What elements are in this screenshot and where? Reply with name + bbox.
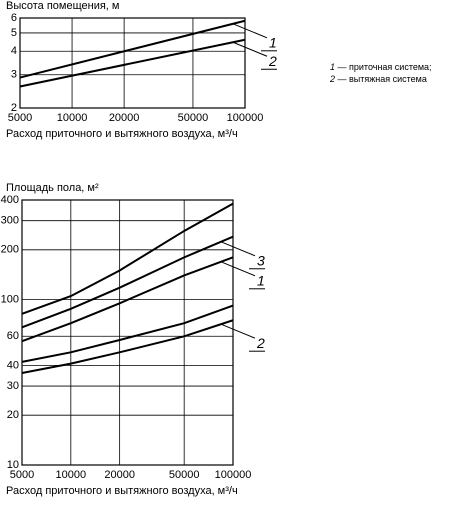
x-axis-label: Расход приточного и вытяжного воздуха, м… bbox=[6, 128, 238, 140]
x-tick-label: 10000 bbox=[56, 469, 87, 481]
leader-line bbox=[220, 323, 256, 339]
series-label: 1 bbox=[257, 273, 265, 289]
y-tick-label: 2 bbox=[11, 102, 17, 114]
x-tick-label: 5000 bbox=[8, 112, 32, 124]
data-line bbox=[21, 304, 234, 363]
x-tick-label: 100000 bbox=[227, 112, 264, 124]
y-tick-label: 3 bbox=[11, 69, 17, 81]
y-tick-label: 400 bbox=[1, 194, 19, 206]
series-label: 2 bbox=[268, 53, 277, 69]
chart-title: Площадь пола, м² bbox=[6, 182, 99, 194]
leader-line bbox=[220, 261, 256, 277]
data-line bbox=[21, 256, 234, 343]
y-tick-label: 5 bbox=[11, 27, 17, 39]
y-tick-label: 4 bbox=[11, 45, 17, 57]
note-text: — вытяжная система bbox=[335, 74, 427, 84]
series-label: 2 bbox=[256, 335, 265, 351]
note-number: 2 bbox=[329, 74, 335, 84]
x-tick-label: 5000 bbox=[10, 469, 34, 481]
y-tick-label: 60 bbox=[7, 330, 19, 342]
leader-line bbox=[232, 23, 268, 39]
y-tick-label: 30 bbox=[7, 380, 19, 392]
y-tick-label: 200 bbox=[1, 244, 19, 256]
y-tick-label: 40 bbox=[7, 359, 19, 371]
leader-line bbox=[232, 41, 268, 57]
note-text: — приточная система; bbox=[335, 62, 432, 72]
data-line bbox=[21, 202, 234, 315]
data-line bbox=[21, 235, 234, 329]
x-tick-label: 50000 bbox=[169, 469, 200, 481]
series-label: 1 bbox=[269, 35, 277, 51]
plot-frame bbox=[21, 199, 234, 466]
legend-note: 2 — вытяжная система bbox=[329, 74, 427, 84]
series-label: 3 bbox=[257, 252, 265, 268]
x-tick-label: 20000 bbox=[109, 112, 140, 124]
data-line bbox=[19, 38, 246, 88]
note-number: 1 bbox=[330, 62, 335, 72]
legend-note: 1 — приточная система; bbox=[330, 62, 432, 72]
x-axis-label: Расход приточного и вытяжного воздуха, м… bbox=[6, 485, 238, 497]
y-tick-label: 300 bbox=[1, 215, 19, 227]
x-tick-label: 10000 bbox=[57, 112, 88, 124]
data-line bbox=[21, 319, 234, 374]
plot-frame bbox=[19, 17, 246, 109]
y-tick-label: 100 bbox=[1, 293, 19, 305]
x-tick-label: 100000 bbox=[215, 469, 252, 481]
x-tick-label: 50000 bbox=[178, 112, 209, 124]
y-tick-label: 20 bbox=[7, 409, 19, 421]
y-tick-label: 10 bbox=[7, 459, 19, 471]
x-tick-label: 20000 bbox=[104, 469, 135, 481]
y-tick-label: 6 bbox=[11, 12, 17, 24]
chart-title: Высота помещения, м bbox=[6, 0, 119, 12]
data-line bbox=[19, 19, 246, 79]
leader-line bbox=[220, 241, 256, 257]
